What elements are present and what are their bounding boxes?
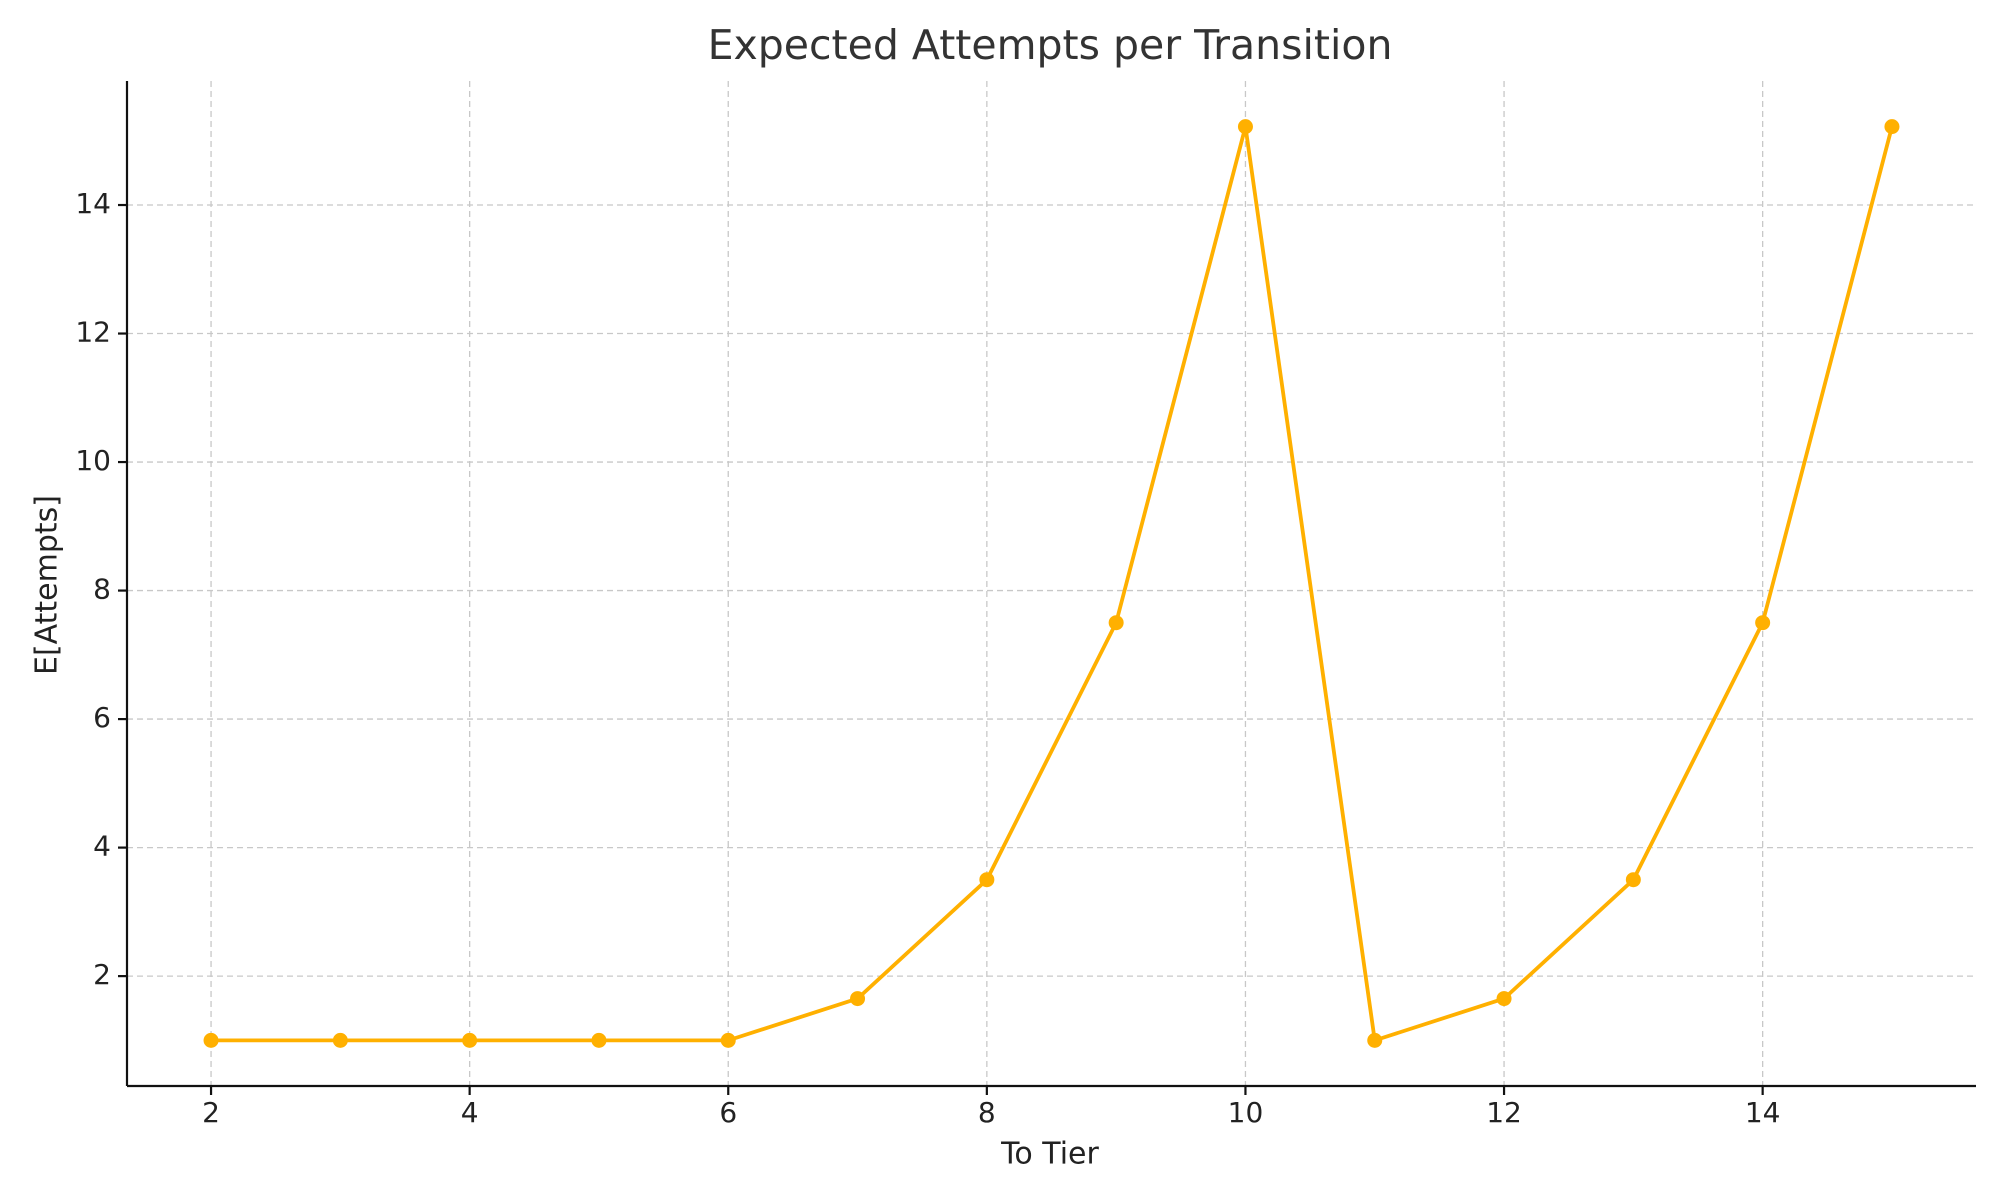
marker	[1884, 119, 1900, 135]
y-tick-label: 4	[93, 830, 111, 863]
marker	[203, 1032, 219, 1048]
marker	[591, 1032, 607, 1048]
marker	[1237, 119, 1253, 135]
marker	[1108, 615, 1124, 631]
y-tick-label: 8	[93, 573, 111, 606]
x-tick-label: 10	[1228, 1096, 1264, 1129]
marker	[1367, 1032, 1383, 1048]
x-tick-label: 12	[1486, 1096, 1522, 1129]
y-tick-label: 14	[75, 187, 111, 220]
x-axis-label: To Tier	[1000, 1137, 1099, 1172]
marker	[462, 1032, 478, 1048]
x-tick-label: 2	[202, 1096, 220, 1129]
marker	[1496, 991, 1512, 1007]
marker	[1625, 872, 1641, 888]
y-axis-label: E[Attempts]	[30, 495, 65, 675]
marker	[332, 1032, 348, 1048]
x-tick-label: 14	[1745, 1096, 1781, 1129]
chart-title: Expected Attempts per Transition	[708, 21, 1393, 69]
marker	[1755, 615, 1771, 631]
x-tick-label: 6	[719, 1096, 737, 1129]
marker	[979, 872, 995, 888]
marker	[720, 1032, 736, 1048]
line	[211, 124, 1894, 1043]
marker	[850, 991, 866, 1007]
y-tick-label: 6	[93, 701, 111, 734]
x-tick-label: 4	[461, 1096, 479, 1129]
y-tick-label: 10	[75, 444, 111, 477]
y-tick-label: 12	[75, 316, 111, 349]
y-tick-label: 2	[93, 958, 111, 991]
x-tick-label: 8	[978, 1096, 996, 1129]
